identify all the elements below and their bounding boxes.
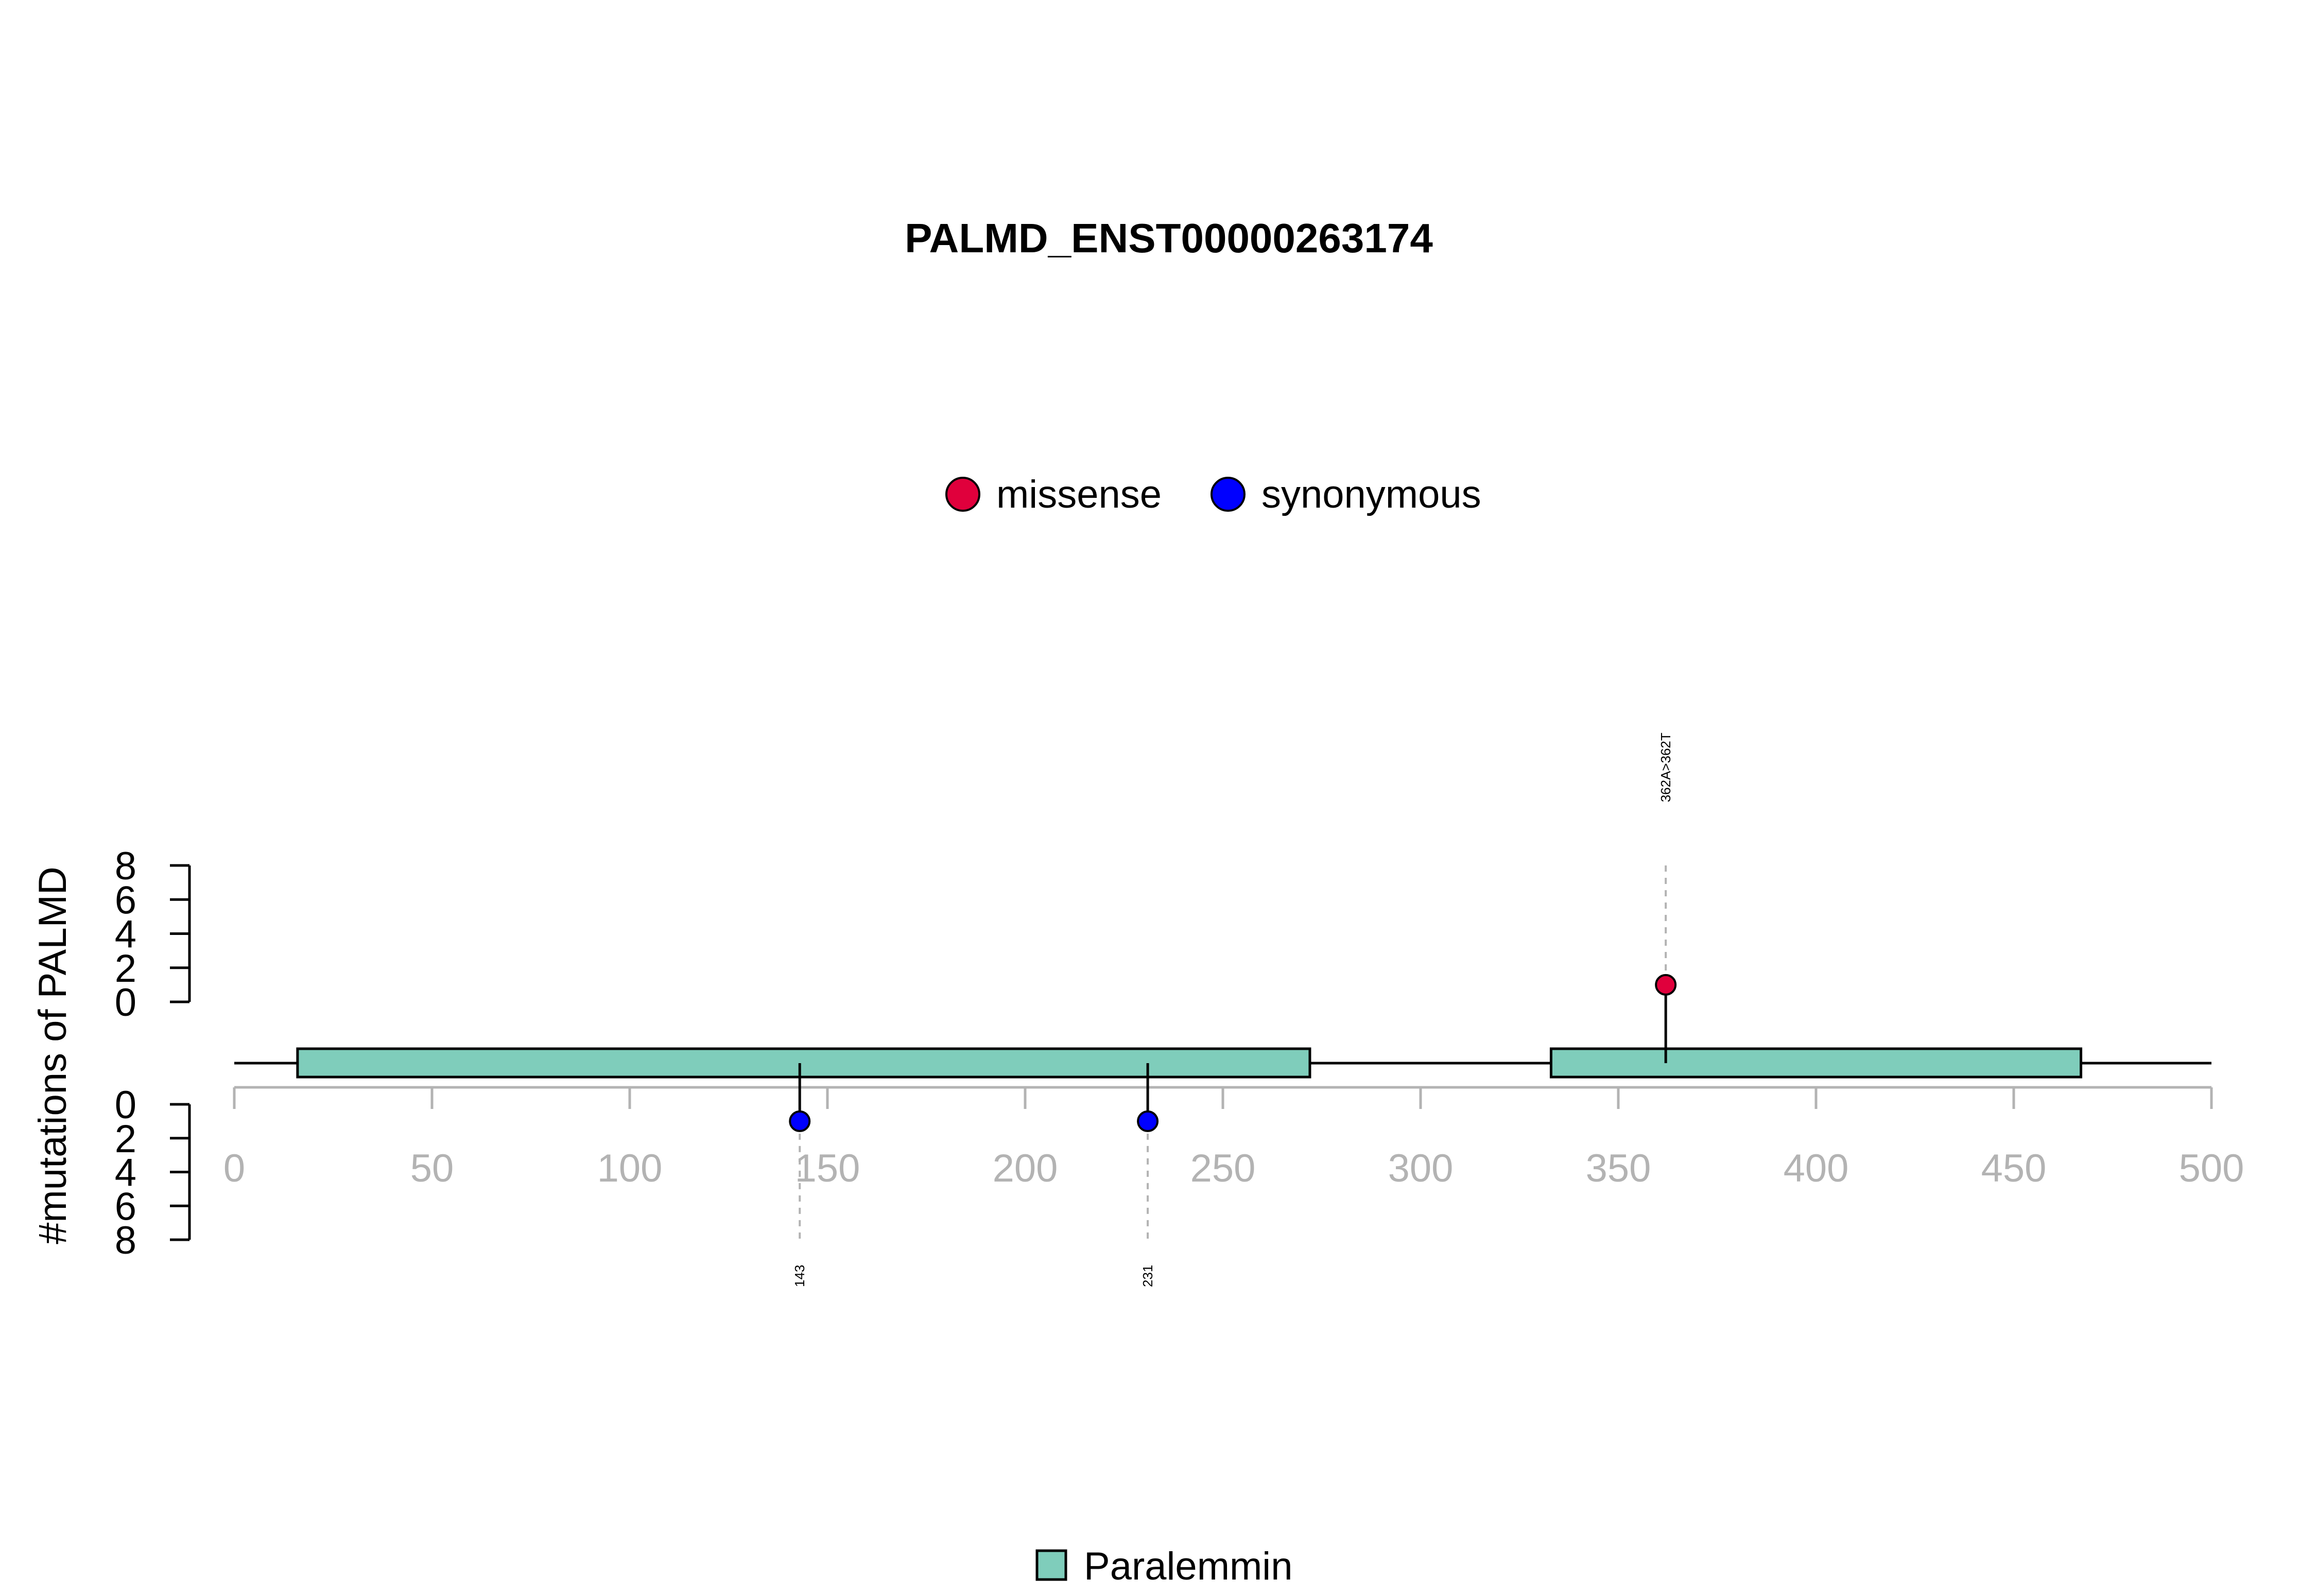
x-tick-label: 400 — [1784, 1147, 1849, 1190]
mutation-label: 362A>362T — [1658, 733, 1673, 802]
mutation-point — [1137, 1110, 1159, 1132]
legend-label-synonymous: synonymous — [1261, 473, 1481, 516]
y-axis-label: #mutations of PALMD — [31, 866, 75, 1244]
domain-boxes — [296, 1047, 2083, 1079]
x-tick-label: 300 — [1388, 1147, 1454, 1190]
mutation-type-legend: missense synonymous — [945, 473, 1481, 516]
y-tick-label-top: 6 — [115, 878, 136, 922]
x-tick-label: 50 — [410, 1147, 454, 1190]
x-tick-label: 250 — [1190, 1147, 1256, 1190]
mutation-lollipops: 362A>362T 143 231 — [789, 733, 1677, 1287]
mutation-point — [789, 1110, 811, 1132]
y-tick-label-top: 8 — [115, 844, 136, 888]
x-tick-label: 450 — [1981, 1147, 2047, 1190]
y-tick-label-bottom: 0 — [115, 1083, 136, 1127]
x-tick-label: 150 — [795, 1147, 860, 1190]
x-tick-label: 100 — [597, 1147, 663, 1190]
legend-label-missense: missense — [996, 473, 1162, 516]
y-tick-label-top: 0 — [115, 981, 136, 1025]
y-tick-label-top: 2 — [115, 947, 136, 991]
x-tick-label: 0 — [223, 1147, 245, 1190]
x-tick-label: 350 — [1586, 1147, 1651, 1190]
y-tick-label-bottom: 2 — [115, 1117, 136, 1161]
domain-legend-swatch — [1035, 1549, 1067, 1581]
mutation-point — [1655, 974, 1677, 996]
x-axis: 0 50 100 150 200 250 300 350 400 450 500 — [223, 1086, 2244, 1190]
legend-marker-missense — [945, 477, 980, 512]
domain-legend: Paralemmin — [1035, 1545, 1292, 1588]
legend-marker-synonymous — [1211, 477, 1246, 512]
x-tick-label: 200 — [993, 1147, 1058, 1190]
y-tick-label-top: 4 — [115, 913, 136, 957]
domain-box — [296, 1047, 1311, 1079]
x-tick-label: 500 — [2179, 1147, 2244, 1190]
y-tick-label-bottom: 8 — [115, 1219, 136, 1262]
domain-box — [1549, 1047, 2083, 1079]
y-tick-label-bottom: 6 — [115, 1185, 136, 1228]
chart-title: PALMD_ENST00000263174 — [905, 215, 1433, 261]
y-tick-label-bottom: 4 — [115, 1151, 136, 1195]
mutation-label: 231 — [1140, 1265, 1155, 1287]
domain-legend-label: Paralemmin — [1084, 1545, 1292, 1588]
mutation-label: 143 — [792, 1265, 807, 1287]
